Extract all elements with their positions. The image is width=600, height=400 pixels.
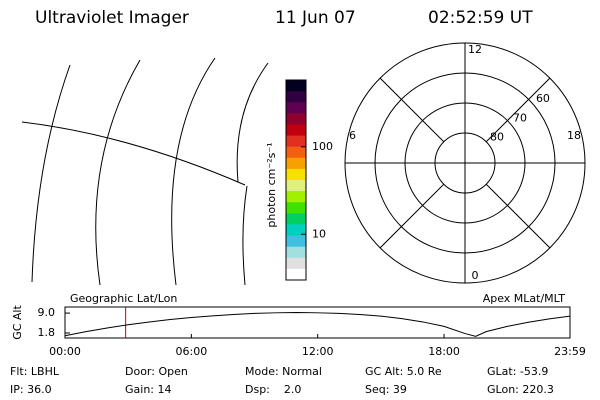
colorbar-label: photon cm⁻²s⁻¹ [265, 142, 278, 227]
map-line [95, 59, 141, 286]
polar-ring [404, 102, 526, 224]
polar-diagonal [379, 77, 445, 143]
color-step [286, 224, 306, 237]
status-field: Flt: LBHL [10, 365, 60, 378]
ring-label: 80 [490, 131, 504, 144]
colorbar-frame [285, 79, 307, 281]
polar-plot: 80 70 60 0 6 12 18 [344, 42, 586, 284]
status-field: Gain: 14 [125, 383, 172, 396]
color-step [286, 257, 306, 270]
color-step [286, 213, 306, 225]
color-step [286, 113, 306, 125]
mlt-label: 12 [468, 43, 482, 56]
map-line [242, 185, 248, 286]
mlt-label: 18 [567, 129, 581, 142]
status-field: IP: 36.0 [10, 383, 52, 396]
polar-ring [374, 72, 556, 254]
y-tick-label: 9.0 [38, 306, 56, 319]
map-line [21, 121, 246, 186]
title: Ultraviolet Imager [35, 8, 189, 28]
color-step [286, 124, 306, 137]
polar-diagonal [485, 183, 551, 249]
colorbar-tick-label: 100 [312, 140, 333, 153]
color-step [286, 157, 306, 170]
color-step [286, 102, 306, 114]
polar-diagonal [379, 183, 445, 249]
ring-label: 60 [536, 92, 550, 105]
x-tick-label: 23:59 [554, 345, 586, 358]
ring-label: 70 [513, 111, 527, 124]
status-field: GC Alt: 5.0 Re [365, 365, 442, 378]
mlt-label: 0 [472, 269, 479, 282]
color-step [286, 246, 306, 259]
colorbar: 10 100 photon cm⁻²s⁻¹ [265, 79, 333, 281]
color-step [286, 135, 306, 148]
x-tick-label: 06:00 [176, 345, 208, 358]
status-field: Door: Open [125, 365, 188, 378]
right-label: Apex MLat/MLT [483, 292, 566, 305]
color-step [286, 202, 306, 214]
status-field: GLon: 220.3 [487, 383, 554, 396]
y-tick-label: 1.8 [38, 326, 56, 339]
colorbar-tick-label: 10 [312, 227, 326, 240]
altitude-plot: Geographic Lat/Lon Apex MLat/MLT GC Alt 1.8… [11, 292, 586, 358]
x-tick-label: 18:00 [428, 345, 460, 358]
map-line [236, 62, 269, 183]
status-field: GLat: -53.9 [487, 365, 548, 378]
status-field: Mode: Normal [245, 365, 322, 378]
color-step [286, 91, 306, 103]
status-field: Seq: 39 [365, 383, 407, 396]
x-tick-label: 00:00 [49, 345, 81, 358]
color-step [286, 268, 306, 281]
status-field: Dsp: 2.0 [245, 383, 301, 396]
color-step [286, 235, 306, 248]
color-step [286, 180, 306, 192]
color-step [286, 191, 306, 203]
map-line [31, 64, 71, 283]
altitude-line [64, 312, 571, 337]
color-step [286, 146, 306, 159]
mlt-label: 6 [349, 129, 356, 142]
polar-diagonal [485, 77, 551, 143]
map-line [171, 57, 216, 286]
date: 11 Jun 07 [275, 8, 356, 28]
color-step [286, 80, 306, 92]
time: 02:52:59 UT [428, 8, 533, 28]
plot-frame [64, 306, 571, 339]
y-axis-label: GC Alt [11, 305, 24, 340]
color-step [286, 168, 306, 181]
polar-ring [434, 132, 496, 194]
left-label: Geographic Lat/Lon [70, 292, 177, 305]
geo-map [21, 57, 269, 286]
x-tick-label: 12:00 [302, 345, 334, 358]
